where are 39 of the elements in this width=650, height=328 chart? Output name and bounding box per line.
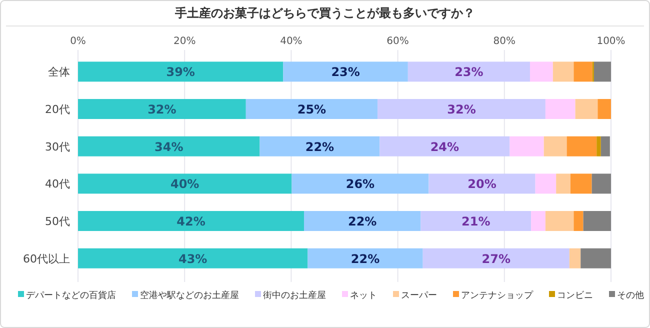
- data-label: 20%: [468, 177, 496, 192]
- data-label: 23%: [331, 65, 360, 80]
- data-label: 34%: [154, 140, 184, 154]
- data-label: 40%: [170, 177, 200, 192]
- data-label: 32%: [148, 102, 176, 116]
- x-tick-label: 20%: [173, 36, 196, 47]
- y-tick-label: 全体: [48, 66, 70, 79]
- legend-label: 空港や駅などのお土産屋: [140, 290, 239, 301]
- data-label: 27%: [482, 252, 511, 266]
- x-tick-label: 100%: [596, 36, 626, 47]
- x-tick-label: 60%: [386, 36, 409, 47]
- legend-label: スーパー: [401, 291, 437, 301]
- legend-label: アンテナショップ: [461, 290, 534, 301]
- x-tick-label: 40%: [280, 36, 302, 47]
- legend-label: デパートなどの百貨店: [26, 290, 116, 301]
- x-tick-label: 0%: [70, 36, 86, 47]
- y-tick-label: 40代: [45, 178, 70, 191]
- y-tick-label: 20代: [45, 103, 70, 116]
- data-label: 23%: [454, 65, 484, 80]
- data-label: 43%: [178, 252, 208, 266]
- data-label: 22%: [348, 214, 377, 228]
- data-label: 32%: [447, 102, 476, 116]
- y-tick-label: 60代以上: [23, 252, 70, 266]
- data-label: 42%: [176, 214, 206, 228]
- data-label: 21%: [462, 214, 490, 228]
- data-label: 24%: [430, 140, 460, 154]
- chart-title: 手土産のお菓子はどちらで買うことが最も多いですか？: [174, 6, 475, 20]
- legend-label: 街中のお土産屋: [263, 290, 326, 301]
- x-tick-label: 80%: [493, 36, 516, 47]
- data-label: 22%: [350, 252, 380, 266]
- legend-label: その他: [617, 290, 644, 301]
- legend-label: ネット: [350, 291, 377, 301]
- y-tick-label: 30代: [45, 140, 70, 154]
- data-label: 25%: [297, 102, 326, 116]
- y-tick-label: 50代: [45, 215, 70, 228]
- data-label: 22%: [305, 140, 334, 154]
- data-label: 26%: [346, 177, 375, 192]
- legend-label: コンビニ: [557, 290, 593, 301]
- data-label: 39%: [166, 65, 195, 80]
